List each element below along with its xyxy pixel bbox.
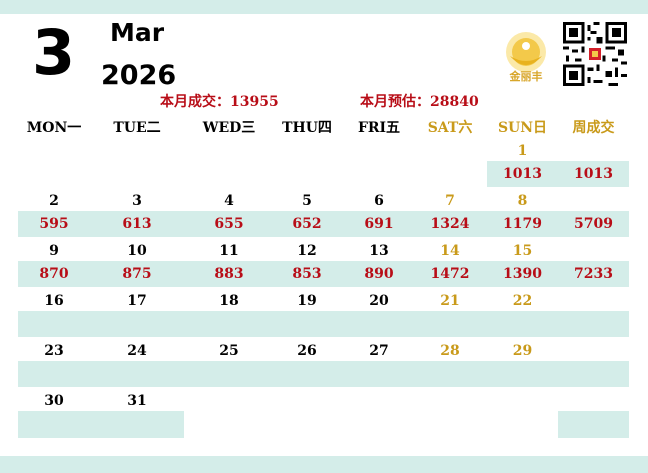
date-number: 5	[302, 192, 312, 209]
week-4-value-band	[18, 311, 629, 337]
date-number: 18	[219, 292, 239, 309]
daily-deal-value: 1472	[430, 266, 470, 282]
daily-deal-value: 883	[214, 266, 244, 282]
date-number: 28	[440, 342, 460, 359]
date-number: 3	[132, 192, 142, 209]
bottom-band	[0, 456, 648, 473]
week-6-value-band	[18, 411, 184, 438]
date-number: 25	[219, 342, 239, 359]
week-3-date-row: 9 10 11 12 13 14 15	[0, 240, 648, 261]
month-number: 3	[32, 16, 76, 89]
daily-deal-value: 1324	[430, 216, 470, 232]
date-number: 31	[127, 392, 147, 409]
weekday-header: TUE二	[113, 120, 161, 136]
daily-deal-value: 870	[39, 266, 69, 282]
date-number: 21	[440, 292, 460, 309]
date-number: 13	[369, 242, 389, 259]
week-6-total-band	[558, 411, 629, 438]
weekday-header: WED三	[202, 120, 256, 136]
date-number: 6	[374, 192, 384, 209]
week-5-date-row: 23 24 25 26 27 28 29	[0, 340, 648, 361]
week-4-value-row	[0, 311, 648, 337]
weekly-total-value: 7233	[574, 266, 613, 282]
brand-logo-text: 金丽丰	[509, 70, 543, 83]
daily-deal-value: 1013	[503, 166, 542, 182]
date-number: 2	[49, 192, 59, 209]
weekday-header: SUN日	[497, 120, 548, 136]
top-band	[0, 0, 648, 14]
date-number: 16	[44, 292, 64, 309]
week-5-value-band	[18, 361, 629, 387]
qr-code-icon[interactable]	[563, 22, 627, 86]
date-number: 11	[219, 242, 239, 259]
week-5-value-row	[0, 361, 648, 387]
weekday-header-row: MON一 TUE二 WED三 THU四 FRI五 SAT六 SUN日 周成交	[0, 118, 648, 138]
week-2-value-band	[18, 211, 629, 237]
date-number: 27	[369, 342, 389, 359]
date-number: 4	[224, 192, 234, 209]
daily-deal-value: 1390	[503, 266, 542, 282]
date-number: 17	[127, 292, 147, 309]
week-1-value-band	[487, 161, 629, 187]
daily-deal-value: 655	[214, 216, 244, 232]
date-number: 8	[517, 192, 528, 209]
date-number: 14	[440, 242, 460, 259]
date-number: 15	[512, 242, 533, 259]
date-number: 23	[44, 342, 64, 359]
weekday-header: 周成交	[572, 120, 615, 136]
date-number: 30	[44, 392, 64, 409]
week-3-value-band	[18, 261, 629, 287]
week-4-date-row: 16 17 18 19 20 21 22	[0, 290, 648, 311]
weekday-header: THU四	[282, 120, 332, 136]
monthly-deal-total: 本月成交：13955	[160, 94, 279, 110]
week-2-date-row: 2 3 4 5 6 7 8	[0, 190, 648, 211]
date-number: 24	[127, 342, 147, 359]
date-number: 9	[49, 242, 59, 259]
daily-deal-value: 613	[122, 216, 152, 232]
daily-deal-value: 652	[292, 216, 322, 232]
date-number: 20	[369, 292, 389, 309]
year: 2026	[101, 60, 177, 91]
week-1-date-row: 1	[0, 140, 648, 161]
week-6-date-row: 30 31	[0, 390, 648, 411]
week-6-value-row	[0, 411, 648, 437]
daily-deal-value: 595	[39, 216, 69, 232]
brand-logo-icon	[506, 32, 546, 72]
date-number: 7	[445, 192, 455, 209]
weekday-header: SAT六	[427, 120, 473, 136]
week-2-value-row: 595 613 655 652 691 1324 1179 5709	[0, 211, 648, 237]
weekly-total-value: 1013	[574, 166, 613, 182]
monthly-forecast-total: 本月预估：28840	[360, 94, 479, 110]
date-number: 26	[297, 342, 317, 359]
daily-deal-value: 691	[364, 216, 394, 232]
month-name: Mar	[110, 18, 165, 47]
weekday-header: MON一	[26, 120, 82, 136]
date-number: 1	[517, 142, 528, 159]
daily-deal-value: 853	[292, 266, 322, 282]
week-1-value-row: 1013 1013	[0, 161, 648, 187]
date-number: 29	[512, 342, 533, 359]
daily-deal-value: 875	[122, 266, 152, 282]
weekly-total-value: 5709	[574, 216, 613, 232]
date-number: 22	[512, 292, 533, 309]
weekday-header: FRI五	[357, 120, 401, 136]
daily-deal-value: 890	[364, 266, 394, 282]
date-number: 12	[297, 242, 317, 259]
date-number: 10	[127, 242, 147, 259]
daily-deal-value: 1179	[503, 216, 542, 232]
week-3-value-row: 870 875 883 853 890 1472 1390 7233	[0, 261, 648, 287]
date-number: 19	[297, 292, 317, 309]
